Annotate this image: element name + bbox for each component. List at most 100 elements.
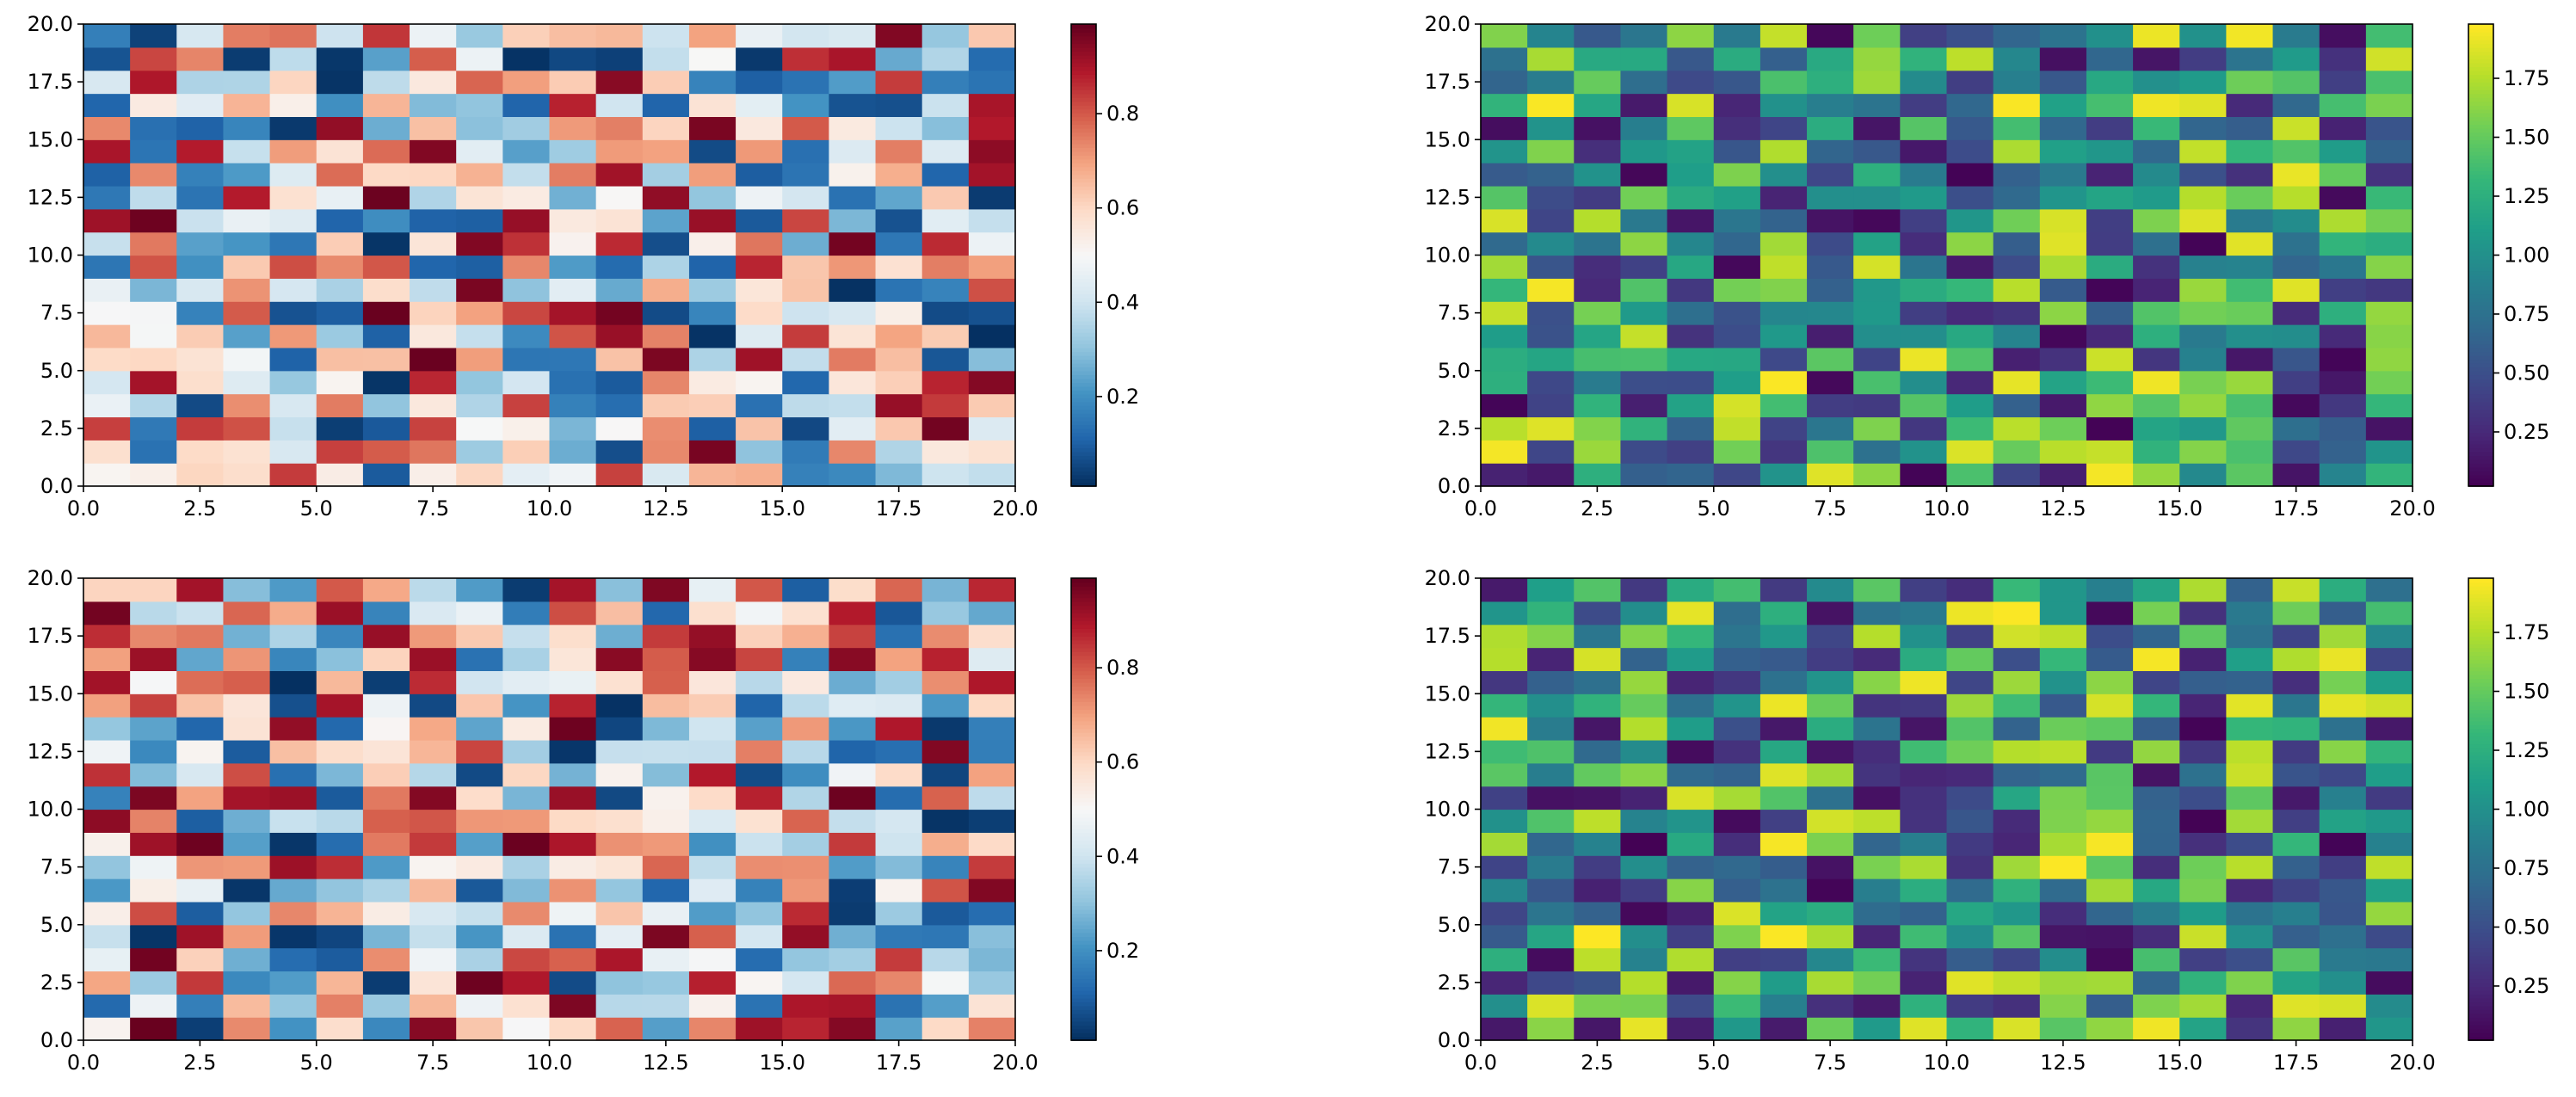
heatmap-cell	[83, 163, 131, 187]
colorbar-segment	[1071, 663, 1096, 668]
colorbar-segment	[2468, 286, 2493, 291]
heatmap-cell	[223, 693, 271, 718]
heatmap-cell	[2039, 139, 2087, 163]
heatmap-cell	[829, 994, 877, 1018]
colorbar-segment	[2468, 35, 2493, 40]
colorbar-segment	[1071, 812, 1096, 818]
colorbar-segment	[2468, 940, 2493, 945]
colorbar-segment	[1071, 751, 1096, 756]
heatmap-cell	[130, 370, 177, 395]
heatmap-cell	[1620, 832, 1668, 856]
colorbar-segment	[1071, 93, 1096, 98]
heatmap-cell	[83, 301, 131, 325]
heatmap-cell	[130, 93, 177, 117]
heatmap-cell	[968, 70, 1016, 95]
heatmap-cell	[921, 24, 970, 48]
colorbar-segment	[2468, 728, 2493, 733]
heatmap-cell	[362, 786, 410, 810]
heatmap-cell	[176, 231, 225, 256]
heatmap-cell	[130, 670, 177, 694]
heatmap-cell	[2179, 693, 2227, 718]
heatmap-cell	[1946, 324, 1994, 348]
colorbar-segment	[2468, 620, 2493, 626]
colorbar-segment	[2468, 624, 2493, 629]
x-tick-label: 0.0	[1464, 1051, 1497, 1075]
heatmap-cell	[736, 578, 783, 602]
heatmap-cell	[829, 393, 877, 418]
heatmap-cell	[362, 924, 410, 949]
heatmap-cell	[782, 971, 829, 995]
heatmap-cell	[269, 185, 317, 210]
heatmap-cell	[1993, 24, 2041, 48]
colorbar-segment	[1071, 354, 1096, 361]
heatmap-cell	[410, 994, 457, 1018]
heatmap-cell	[688, 578, 736, 602]
heatmap-cell	[1807, 994, 1854, 1018]
heatmap-cell	[921, 994, 970, 1018]
heatmap-cell	[456, 93, 503, 117]
heatmap-cell	[1759, 370, 1808, 395]
colorbar-segment	[2468, 108, 2493, 114]
heatmap-cell	[921, 670, 970, 694]
heatmap-cell	[595, 878, 644, 903]
heatmap-cell	[2272, 139, 2320, 163]
heatmap-cell	[316, 324, 364, 348]
heatmap-cell	[782, 393, 829, 418]
heatmap-cell	[2086, 994, 2134, 1018]
heatmap-cell	[782, 901, 829, 926]
heatmap-cell	[1620, 762, 1668, 787]
heatmap-cell	[642, 901, 690, 926]
heatmap-cell	[1713, 231, 1761, 256]
colorbar-segment	[2468, 947, 2493, 952]
x-tick-label: 10.0	[527, 1051, 572, 1075]
heatmap-cell	[688, 463, 736, 487]
colorbar-segment	[1071, 681, 1096, 687]
heatmap-cell	[1667, 185, 1715, 210]
colorbar-segment	[1071, 343, 1096, 348]
colorbar-segment	[1071, 305, 1096, 310]
heatmap-cell	[736, 947, 783, 972]
heatmap-cell	[502, 185, 551, 210]
heatmap-cell	[176, 139, 225, 163]
heatmap-cell	[921, 440, 970, 464]
colorbar-segment	[1071, 755, 1096, 761]
heatmap-cell	[1853, 624, 1901, 649]
heatmap-cell	[688, 208, 736, 233]
heatmap-cell	[829, 717, 877, 741]
heatmap-cell	[2272, 832, 2320, 856]
heatmap-cell	[1759, 463, 1808, 487]
y-tick-label: 17.5	[28, 624, 73, 648]
heatmap-cell	[1481, 878, 1528, 903]
heatmap-cell	[829, 578, 877, 602]
heatmap-cell	[2179, 301, 2227, 325]
heatmap-cell	[502, 855, 551, 879]
heatmap-cell	[1759, 185, 1808, 210]
heatmap-cell	[921, 93, 970, 117]
heatmap-cell	[829, 46, 877, 71]
heatmap-cell	[782, 670, 829, 694]
heatmap-cell	[736, 24, 783, 48]
heatmap-cell	[2133, 601, 2180, 626]
heatmap-cell	[1759, 347, 1808, 372]
colorbar-segment	[1071, 717, 1096, 722]
heatmap-cell	[595, 924, 644, 949]
heatmap-cell	[829, 762, 877, 787]
heatmap-cell	[736, 163, 783, 187]
heatmap-cell	[688, 878, 736, 903]
heatmap-cell	[736, 324, 783, 348]
heatmap-cell	[1993, 739, 2041, 764]
heatmap-cell	[130, 301, 177, 325]
heatmap-cell	[1993, 416, 2041, 441]
heatmap-cell	[1946, 24, 1994, 48]
colorbar-segment	[1071, 678, 1096, 683]
heatmap-cell	[130, 440, 177, 464]
heatmap-cell	[2179, 347, 2227, 372]
colorbar-segment	[2468, 243, 2493, 249]
heatmap-cell	[1667, 762, 1715, 787]
heatmap-cell	[1993, 370, 2041, 395]
heatmap-cell	[736, 116, 783, 140]
colorbar-segment	[2468, 782, 2493, 787]
heatmap-cell	[642, 301, 690, 325]
colorbar-segment	[2468, 51, 2493, 56]
heatmap-cell	[829, 947, 877, 972]
